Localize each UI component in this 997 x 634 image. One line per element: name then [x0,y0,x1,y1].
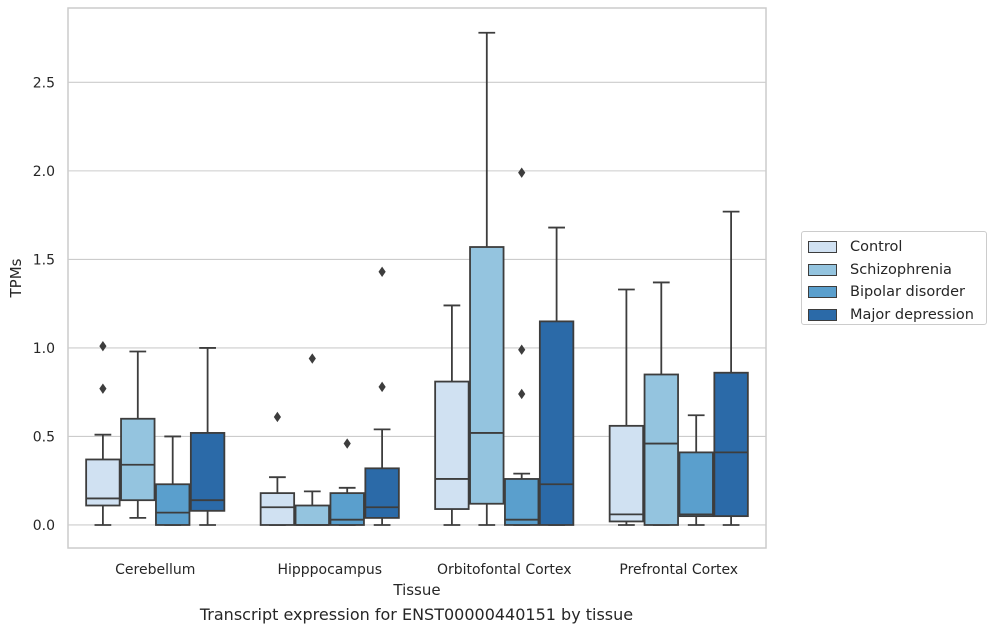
y-tick-label: 2.5 [33,75,55,91]
flier-point [99,383,107,394]
flier-point [273,411,281,423]
y-tick-label: 1.0 [33,341,55,357]
flier-point [378,266,386,278]
legend-label: Control [850,239,903,256]
flier-point [343,438,351,449]
flier-point [518,167,526,178]
x-tick-label: Orbitofontal Cortex [437,562,572,578]
box [538,320,575,526]
box [259,492,296,526]
legend-item: Schizophrenia [808,259,980,282]
legend-label: Major depression [850,306,974,323]
box [643,373,679,526]
legend-swatch-control [808,241,837,254]
box [713,371,749,518]
flier-point [518,388,526,400]
y-tick-label: 2.0 [33,164,55,180]
box [294,504,330,526]
y-axis-label: TPMs [7,258,25,298]
box [189,432,226,512]
legend-item: Major depression [808,304,980,327]
x-tick-label: Cerebellum [115,562,195,578]
legend-swatch-bipolar-disorder [808,286,837,299]
x-axis-label: Tissue [392,581,440,599]
flier-point [99,340,107,352]
legend-item: Bipolar disorder [808,281,980,304]
box [155,483,191,526]
box [469,246,505,505]
box [504,478,540,526]
legend-item: Control [808,236,980,259]
legend-swatch-schizophrenia [808,263,837,276]
box [678,451,714,518]
box [434,380,470,510]
flier-point [378,381,386,393]
y-tick-label: 1.5 [33,252,55,268]
box [364,467,400,519]
legend: Control Schizophrenia Bipolar disorder M… [801,231,987,325]
chart-caption: Transcript expression for ENST0000044015… [199,605,634,624]
legend-label: Bipolar disorder [850,284,965,301]
y-tick-label: 0.0 [33,518,55,534]
box [608,424,645,523]
box [120,417,156,502]
x-tick-label: Prefrontal Cortex [619,562,738,578]
y-tick-label: 0.5 [33,429,55,445]
flier-point [518,344,526,355]
x-tick-label: Hipppocampus [277,562,382,578]
plot-frame [67,7,767,549]
legend-label: Schizophrenia [850,261,952,278]
flier-point [308,353,316,364]
legend-swatch-major-depression [808,308,837,321]
